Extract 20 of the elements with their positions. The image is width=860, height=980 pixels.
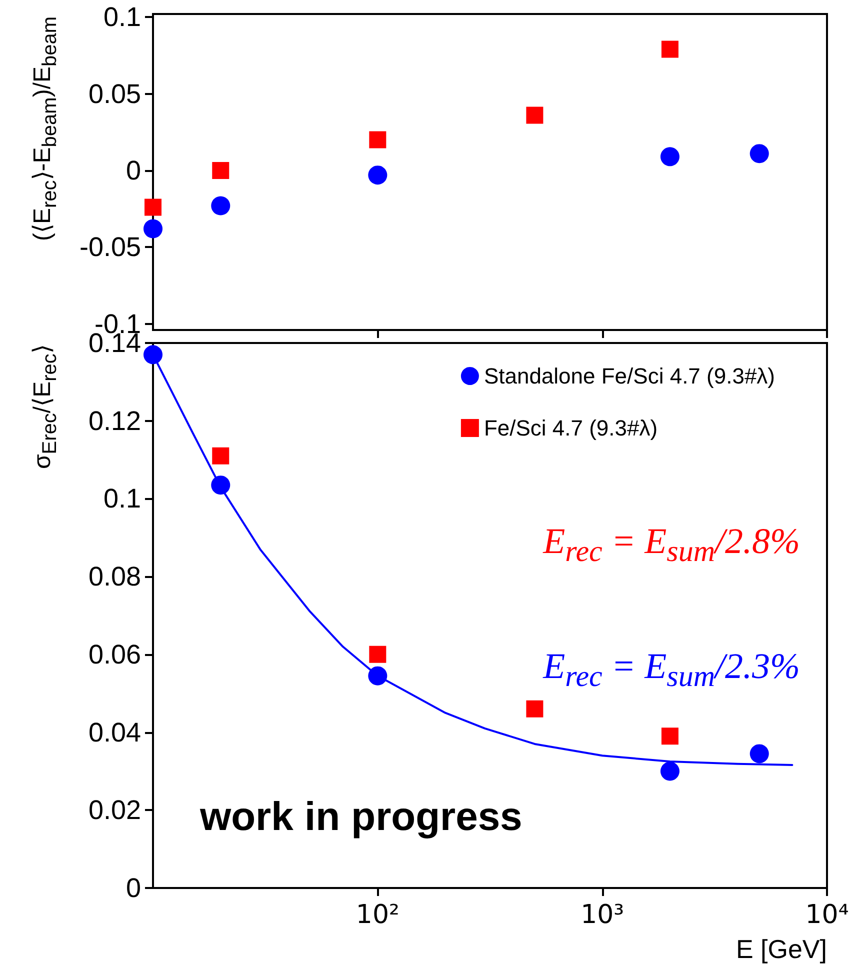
y-tick-label: 0.1 [103,484,141,514]
y-tick-label: 0 [126,873,141,903]
x-axis-title: E [GeV] [736,934,827,964]
y-tick-label: 0.08 [88,562,141,592]
x-tick-label: 10³ [580,900,624,930]
x-tick-label: 10² [356,900,400,930]
x-tick-label: 10⁴ [805,900,849,930]
y-tick-label: 0.06 [88,639,141,670]
y-tick-label: 0.1 [103,2,141,32]
annotation: work in progress [200,795,522,840]
legend-label: Standalone Fe/Sci 4.7 (9.3#λ) [484,364,776,388]
annotation: E$_{rec}$ = E$_{sum}$/2.3% [543,645,800,694]
y-tick-label: 0.02 [88,795,141,826]
y-tick-label: 0 [126,155,141,186]
y-tick-label: -0.05 [79,232,141,262]
y-tick-label: 0.04 [88,717,141,748]
legend-label: Fe/Sci 4.7 (9.3#λ) [484,416,658,440]
y-tick-label: 0.05 [88,78,141,109]
annotation: E$_{rec}$ = E$_{sum}$/2.8% [543,520,800,570]
y-tick-label: 0.12 [88,406,141,436]
